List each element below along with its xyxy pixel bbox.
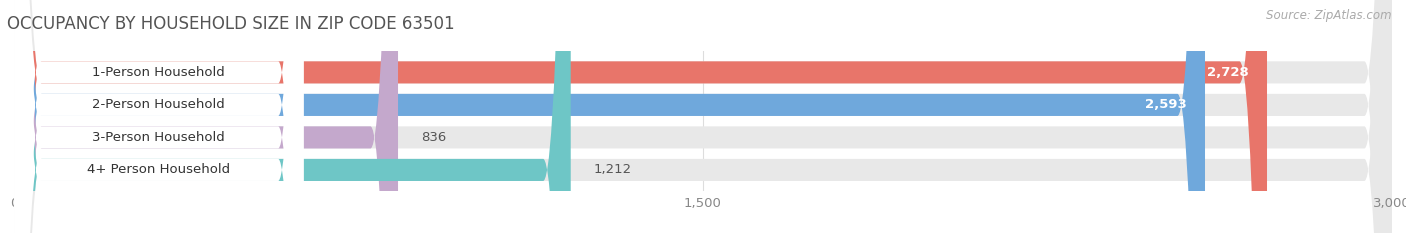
FancyBboxPatch shape [14,0,398,233]
FancyBboxPatch shape [14,0,1392,233]
FancyBboxPatch shape [14,0,304,233]
FancyBboxPatch shape [14,0,1392,233]
FancyBboxPatch shape [14,0,1392,233]
FancyBboxPatch shape [14,0,304,233]
FancyBboxPatch shape [14,0,1392,233]
Text: 3-Person Household: 3-Person Household [93,131,225,144]
FancyBboxPatch shape [14,0,304,233]
Text: Source: ZipAtlas.com: Source: ZipAtlas.com [1267,9,1392,22]
Text: 2-Person Household: 2-Person Household [93,98,225,111]
Text: 1-Person Household: 1-Person Household [93,66,225,79]
Text: OCCUPANCY BY HOUSEHOLD SIZE IN ZIP CODE 63501: OCCUPANCY BY HOUSEHOLD SIZE IN ZIP CODE … [7,15,454,33]
FancyBboxPatch shape [14,0,1267,233]
Text: 1,212: 1,212 [593,163,631,176]
FancyBboxPatch shape [14,0,304,233]
Text: 4+ Person Household: 4+ Person Household [87,163,231,176]
Text: 2,593: 2,593 [1144,98,1187,111]
FancyBboxPatch shape [14,0,571,233]
FancyBboxPatch shape [14,0,1205,233]
Text: 2,728: 2,728 [1206,66,1249,79]
Text: 836: 836 [420,131,446,144]
